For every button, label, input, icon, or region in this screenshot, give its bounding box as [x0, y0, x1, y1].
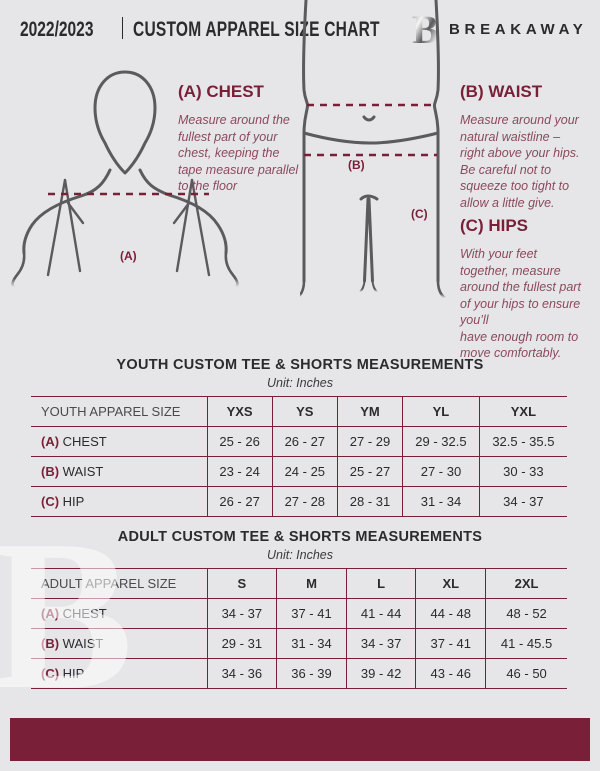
svg-text:B: B	[0, 495, 133, 734]
